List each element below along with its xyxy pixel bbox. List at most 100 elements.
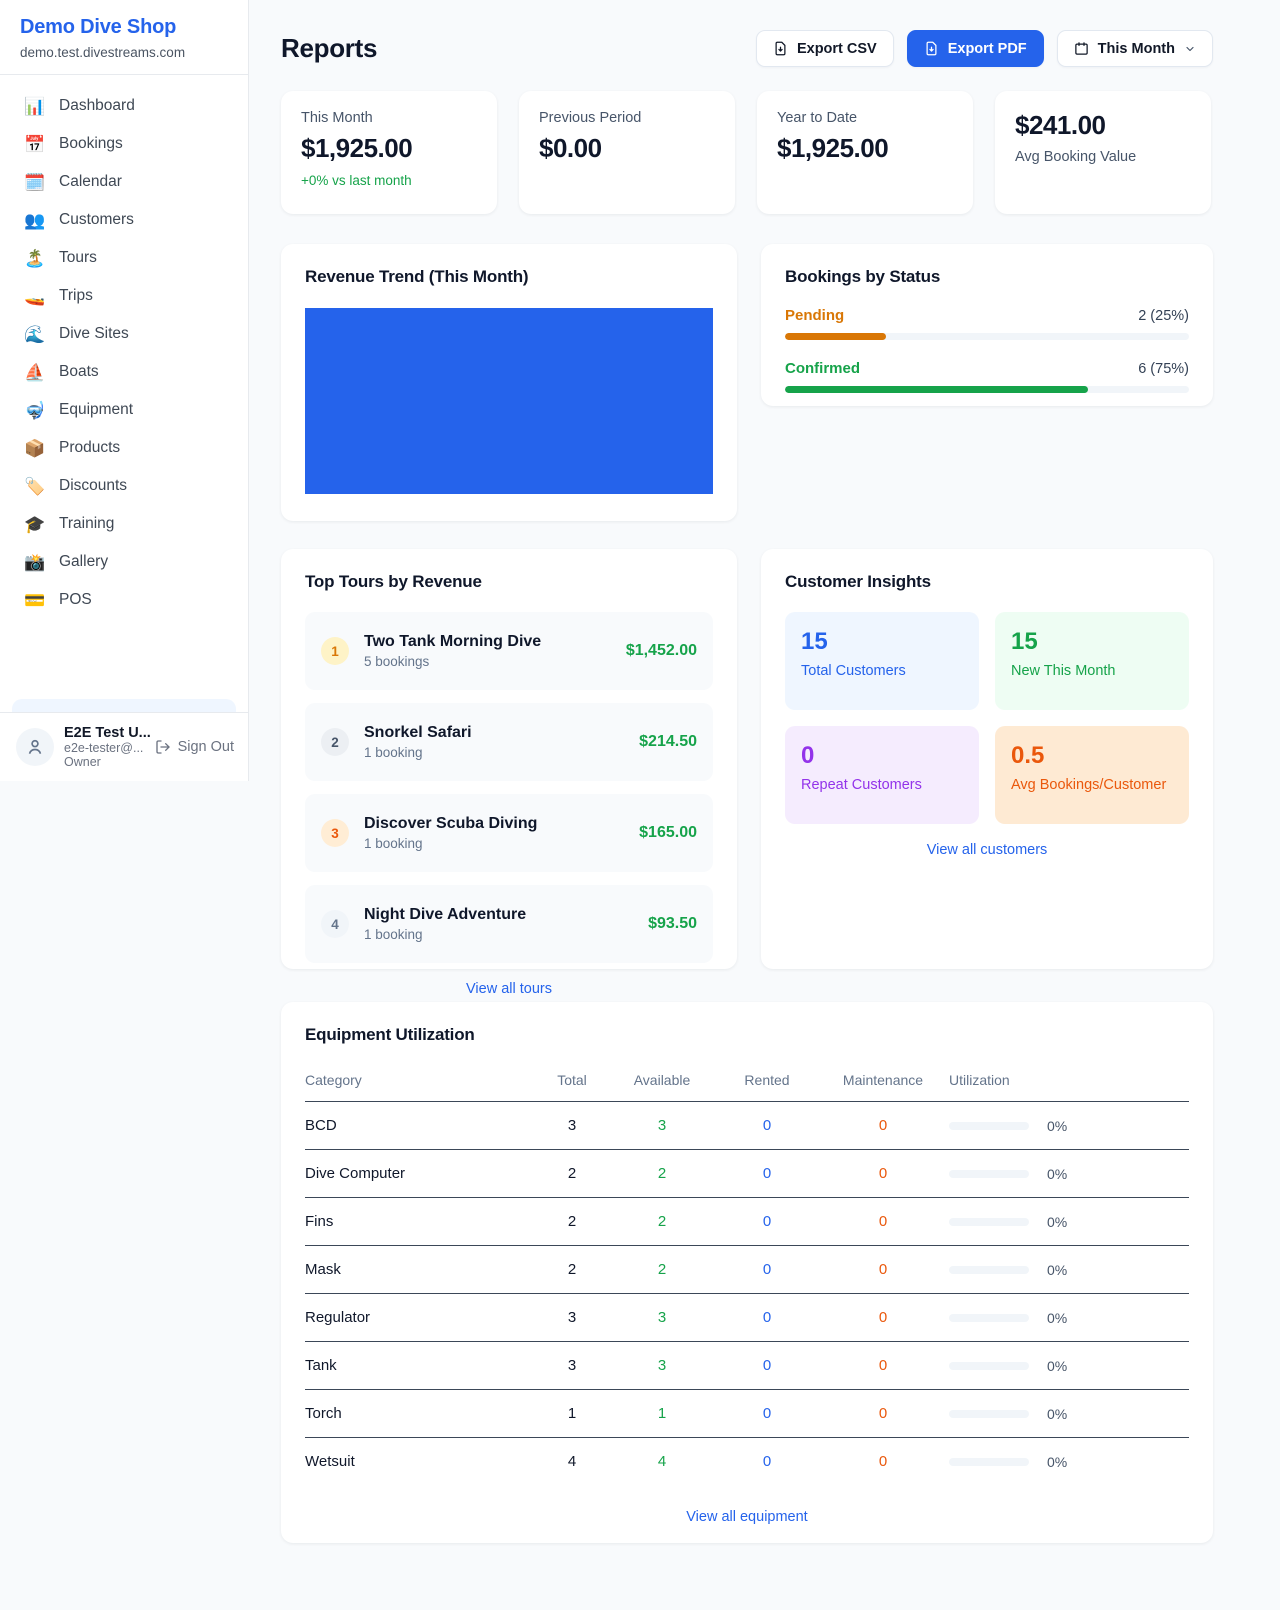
equipment-available: 3: [657, 1117, 667, 1134]
sidebar-item-dashboard[interactable]: 📊 Dashboard: [12, 87, 236, 125]
person-icon: [28, 739, 42, 754]
equipment-maintenance: 0: [878, 1117, 888, 1134]
status-row-confirmed: Confirmed 6 (75%): [785, 360, 1189, 393]
sidebar-item-equipment[interactable]: 🤿 Equipment: [12, 391, 236, 429]
sidebar-item-label: Gallery: [59, 553, 109, 570]
sidebar-item-label: Dive Sites: [59, 325, 129, 342]
sidebar-item-bookings[interactable]: 📅 Bookings: [12, 125, 236, 163]
sidebar-item-label: Training: [59, 515, 115, 532]
insight-label: Avg Bookings/Customer: [1011, 777, 1167, 793]
sidebar-item-label: Equipment: [59, 401, 134, 418]
sidebar: Demo Dive Shop demo.test.divestreams.com…: [0, 0, 249, 781]
sidebar-item-calendar[interactable]: 🗓️ Calendar: [12, 163, 236, 201]
stat-card-0: This Month $1,925.00 +0% vs last month: [281, 91, 497, 214]
tour-rank-badge: 3: [321, 819, 349, 847]
sidebar-item-label: Products: [59, 439, 121, 456]
sidebar-item-label: Trips: [59, 287, 93, 304]
header-actions: Export CSV Export PDF This Month: [755, 30, 1213, 67]
insight-tile: 15 New This Month: [995, 612, 1189, 710]
sidebar-item-pos[interactable]: 💳 POS: [12, 581, 236, 619]
stat-value: $241.00: [1015, 110, 1106, 140]
tour-name: Snorkel Safari: [364, 724, 472, 741]
equipment-available: 3: [657, 1357, 667, 1374]
sidebar-item-label: Calendar: [59, 173, 122, 190]
table-row: Fins 2 2 0 0 0%: [305, 1197, 1189, 1245]
sidebar-item-gallery[interactable]: 📸 Gallery: [12, 543, 236, 581]
sidebar-active-item-peek[interactable]: [12, 699, 236, 712]
sidebar-item-discounts[interactable]: 🏷️ Discounts: [12, 467, 236, 505]
equipment-rented: 0: [762, 1213, 772, 1230]
sidebar-item-tours[interactable]: 🏝️ Tours: [12, 239, 236, 277]
tour-bookings-count: 1 booking: [364, 745, 423, 760]
utilization-bar-track: [949, 1361, 1029, 1370]
equipment-total: 2: [567, 1261, 577, 1278]
stat-label: Year to Date: [777, 110, 858, 126]
equipment-utilization: 0%: [949, 1118, 1189, 1134]
export-pdf-button[interactable]: Export PDF: [906, 30, 1044, 67]
revenue-trend-chart: [305, 308, 713, 494]
insight-tile: 0.5 Avg Bookings/Customer: [995, 726, 1189, 824]
tour-revenue: $93.50: [648, 915, 697, 932]
tour-revenue: $1,452.00: [625, 642, 697, 659]
status-label: Confirmed: [785, 360, 860, 377]
sidebar-item-products[interactable]: 📦 Products: [12, 429, 236, 467]
equipment-available: 2: [657, 1213, 667, 1230]
equipment-utilization: 0%: [949, 1214, 1189, 1230]
equipment-total: 2: [567, 1165, 577, 1182]
sidebar-item-trips[interactable]: 🚤 Trips: [12, 277, 236, 315]
table-row: Dive Computer 2 2 0 0 0%: [305, 1149, 1189, 1197]
revenue-trend-card: Revenue Trend (This Month): [281, 244, 737, 521]
status-bar-track: [785, 386, 1189, 393]
utilization-bar-track: [949, 1265, 1029, 1274]
export-csv-button[interactable]: Export CSV: [755, 30, 894, 67]
user-panel: E2E Test U... e2e-tester@... Owner Sign …: [0, 712, 248, 781]
status-count: 6 (75%): [1138, 361, 1189, 377]
page-title: Reports: [281, 33, 378, 63]
equipment-icon: 🤿: [24, 400, 46, 420]
equipment-category: BCD: [305, 1117, 337, 1134]
sidebar-item-boats[interactable]: ⛵ Boats: [12, 353, 236, 391]
sidebar-item-dive-sites[interactable]: 🌊 Dive Sites: [12, 315, 236, 353]
table-row: Regulator 3 3 0 0 0%: [305, 1293, 1189, 1341]
tour-row[interactable]: 4 Night Dive Adventure 1 booking $93.50: [305, 885, 713, 963]
insight-tile: 15 Total Customers: [785, 612, 979, 710]
stat-value: $1,925.00: [777, 133, 889, 163]
equipment-maintenance: 0: [878, 1405, 888, 1422]
insight-label: Total Customers: [801, 663, 906, 679]
shop-domain: demo.test.divestreams.com: [20, 45, 186, 60]
utilization-bar-track: [949, 1169, 1029, 1178]
customer-insights-title: Customer Insights: [785, 572, 931, 591]
tour-row[interactable]: 1 Two Tank Morning Dive 5 bookings $1,452.0…: [305, 612, 713, 690]
dashboard-icon: 📊: [24, 96, 46, 116]
status-bar-fill: [785, 333, 886, 340]
equipment-available: 3: [657, 1309, 667, 1326]
sidebar-item-customers[interactable]: 👥 Customers: [12, 201, 236, 239]
trips-icon: 🚤: [24, 286, 46, 306]
calendar-icon: [1074, 42, 1088, 55]
view-all-tours-link[interactable]: View all tours: [466, 981, 552, 997]
shop-name: Demo Dive Shop: [20, 16, 177, 38]
view-all-equipment-link[interactable]: View all equipment: [686, 1509, 808, 1525]
utilization-bar-track: [949, 1217, 1029, 1226]
utilization-percent: 0%: [1047, 1213, 1068, 1230]
equipment-total: 3: [567, 1117, 577, 1134]
tour-row[interactable]: 3 Discover Scuba Diving 1 booking $165.00: [305, 794, 713, 872]
equipment-table-body: BCD 3 3 0 0 0% Dive Computer 2 2 0 0 0% Fins 2 2 0 0 0% Ma…: [305, 1101, 1189, 1485]
page-header: Reports Export CSV Export PDF: [281, 0, 1213, 67]
sidebar-item-training[interactable]: 🎓 Training: [12, 505, 236, 543]
period-dropdown[interactable]: This Month: [1056, 30, 1213, 67]
utilization-bar-track: [949, 1313, 1029, 1322]
training-icon: 🎓: [24, 514, 46, 534]
column-header-utilization: Utilization: [949, 1072, 1010, 1088]
view-all-customers-link[interactable]: View all customers: [926, 842, 1048, 858]
sign-out-button[interactable]: Sign Out: [155, 739, 234, 755]
user-name: E2E Test U...: [64, 725, 151, 741]
customer-insights-card: Customer Insights 15 Total Customers 15 New…: [761, 549, 1213, 969]
tour-row[interactable]: 2 Snorkel Safari 1 booking $214.50: [305, 703, 713, 781]
sidebar-item-label: Bookings: [59, 135, 123, 152]
insight-value: 15: [1011, 628, 1038, 655]
utilization-bar-track: [949, 1121, 1029, 1130]
equipment-category: Torch: [305, 1405, 342, 1422]
equipment-utilization: 0%: [949, 1166, 1189, 1182]
tour-bookings-count: 5 bookings: [364, 654, 430, 669]
